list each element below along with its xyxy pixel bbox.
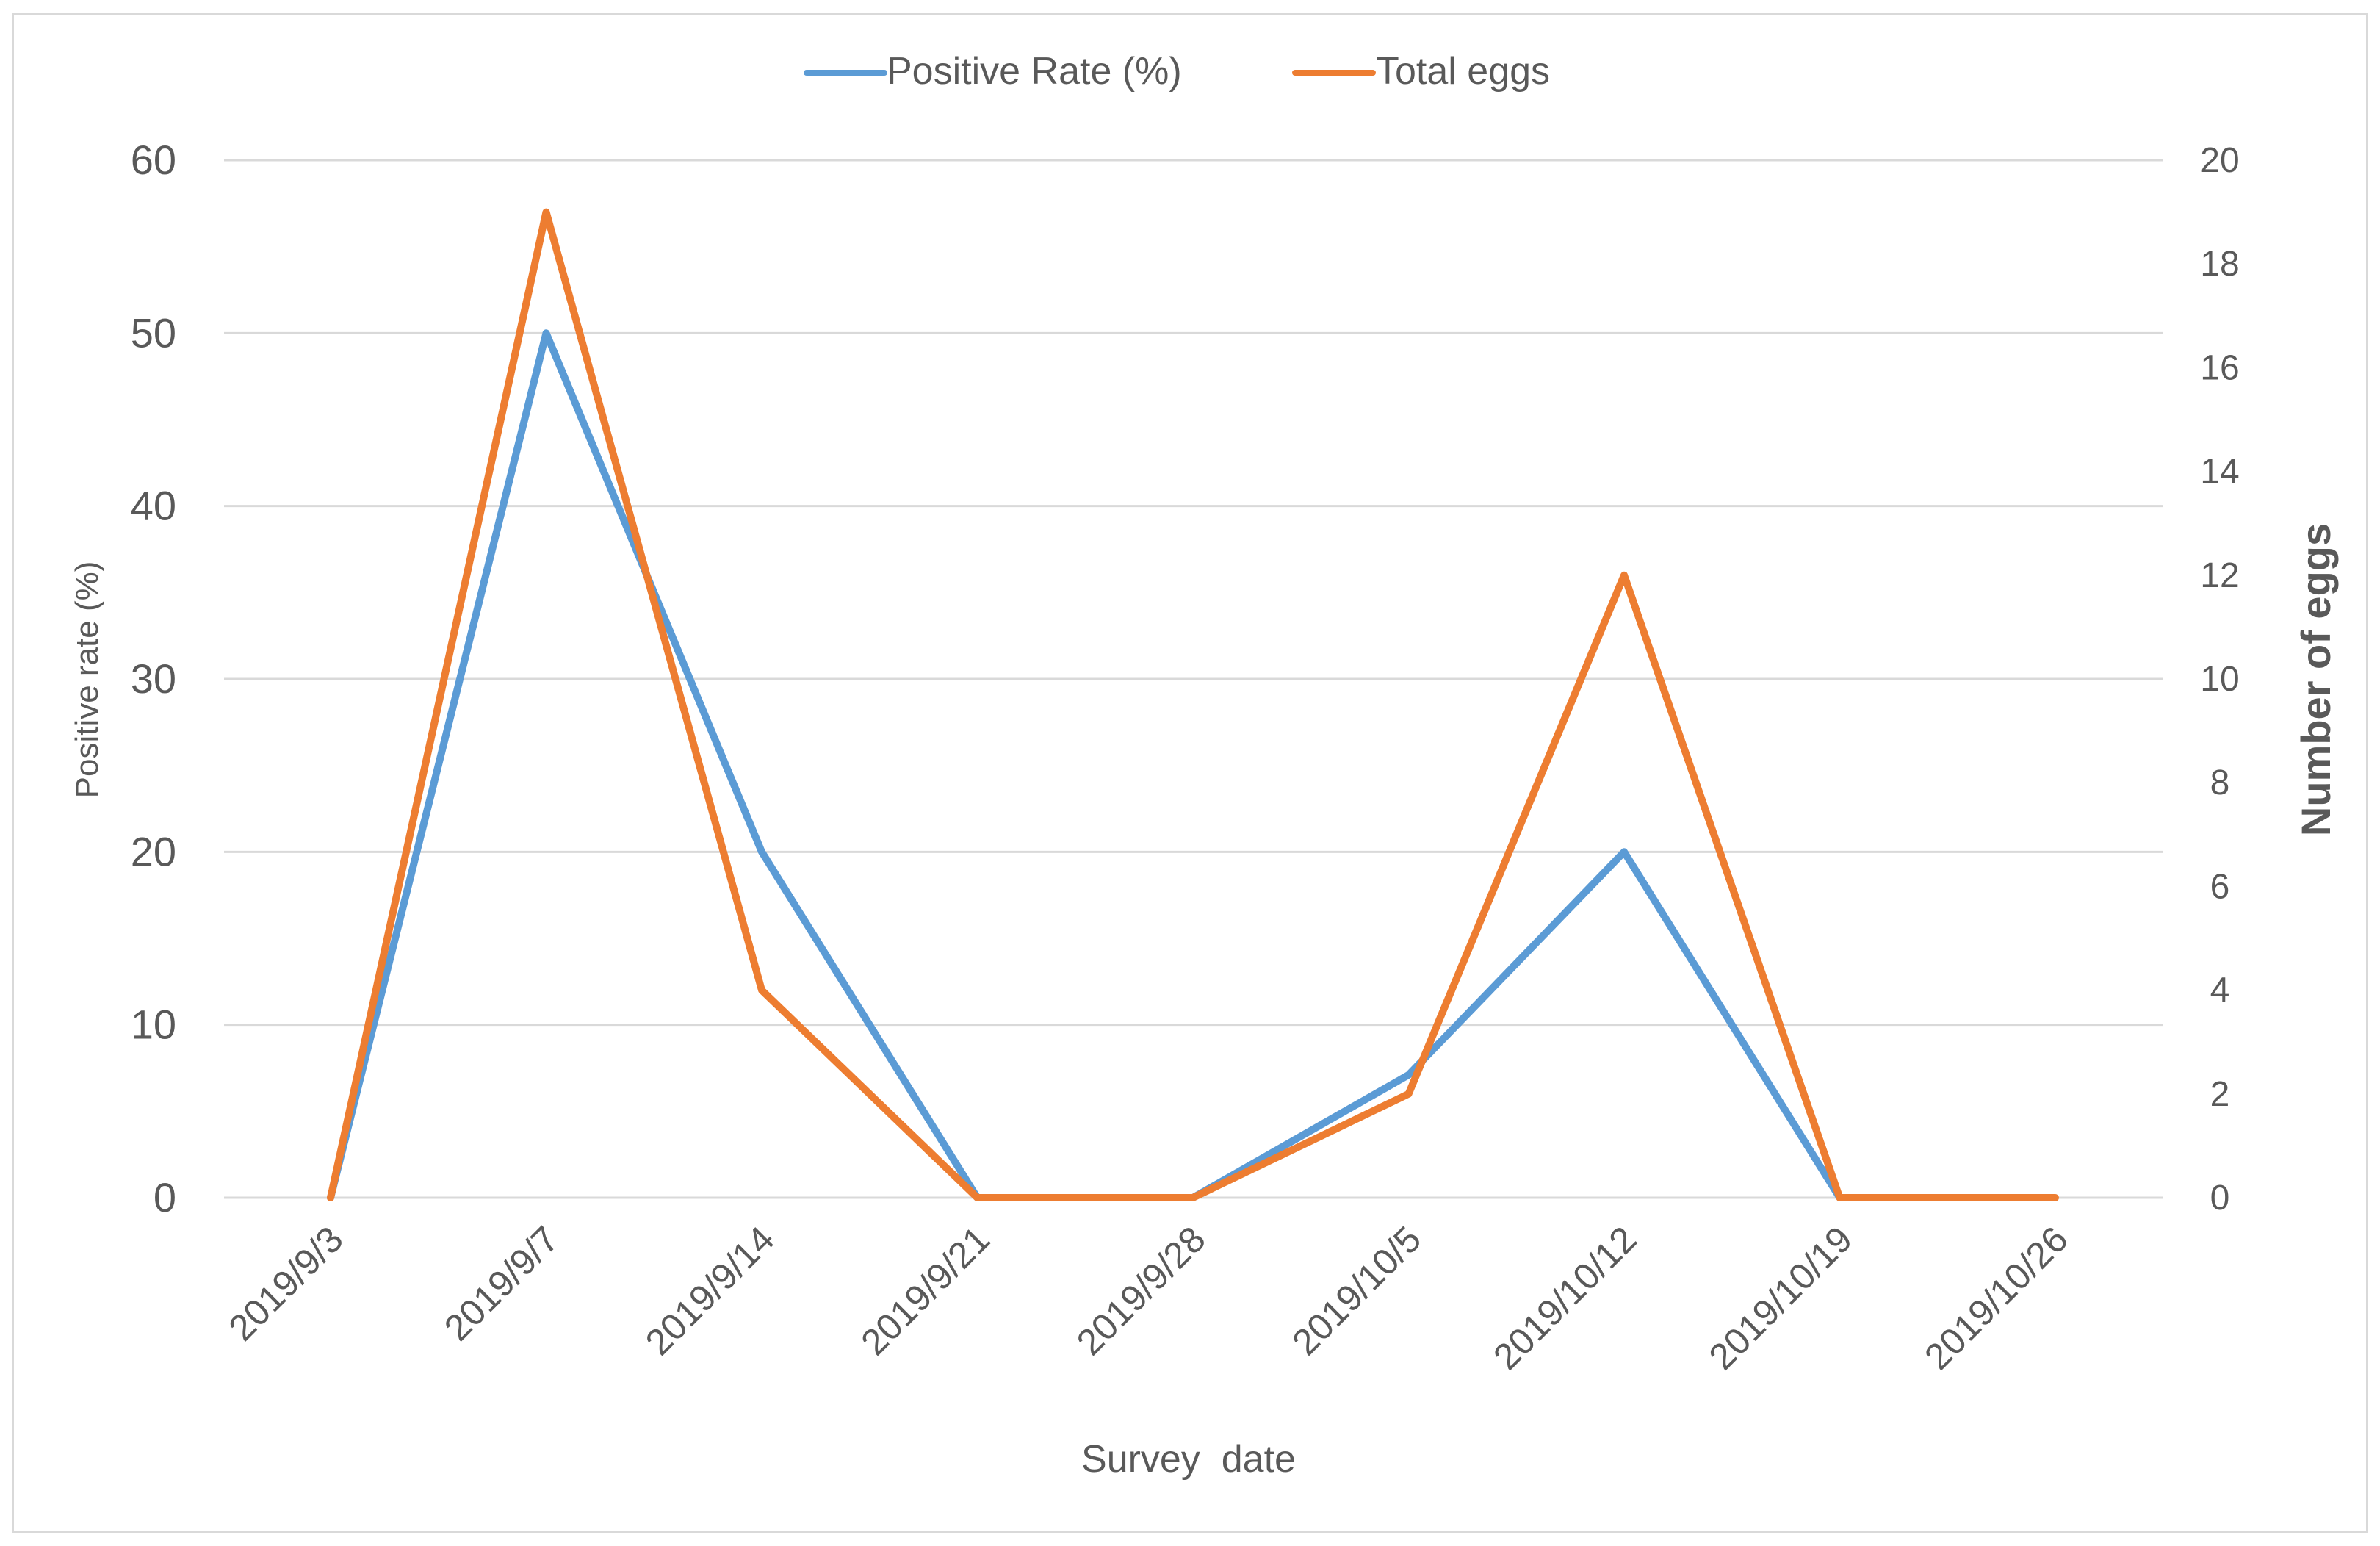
series-line-positive-rate: [327, 329, 1844, 1201]
right-tick-label: 12: [2200, 556, 2239, 595]
right-tick-label: 14: [2200, 453, 2239, 492]
left-tick-label: 0: [154, 1174, 176, 1220]
x-tick-label: 2019/9/14: [638, 1218, 782, 1363]
right-tick-label: 6: [2210, 867, 2230, 906]
x-tick-label: 2019/9/3: [221, 1218, 351, 1348]
left-tick-label: 40: [131, 483, 176, 529]
series: [327, 208, 2059, 1201]
right-tick-label: 8: [2210, 763, 2230, 802]
chart-frame: [12, 13, 2368, 1533]
left-axis-title: Positive rate (%): [69, 561, 105, 799]
legend-label-total-eggs: Total eggs: [1376, 50, 1550, 93]
right-tick-label: 18: [2200, 245, 2239, 284]
gridlines: [224, 159, 2163, 1199]
left-tick-label: 60: [131, 137, 176, 183]
x-axis-title: Survey date: [1081, 1438, 1296, 1481]
right-axis-title: Number of eggs: [2293, 523, 2339, 836]
right-tick-label: 0: [2210, 1179, 2230, 1218]
left-tick-label: 20: [131, 828, 176, 874]
right-tick-label: 4: [2210, 971, 2230, 1010]
x-tick-label: 2019/10/12: [1485, 1218, 1645, 1378]
left-tick-label: 30: [131, 655, 176, 702]
right-axis-ticks: 0 2 4 6 8 10 12 14 16 18 20: [2200, 141, 2239, 1218]
x-tick-label: 2019/9/28: [1069, 1218, 1214, 1363]
right-tick-label: 10: [2200, 660, 2239, 699]
x-axis-ticks: 2019/9/3 2019/9/7 2019/9/14 2019/9/21 2019/9…: [221, 1218, 2076, 1378]
legend: Positive Rate (%) Total eggs: [804, 50, 1550, 93]
x-tick-label: 2019/10/5: [1284, 1218, 1429, 1363]
left-tick-label: 50: [131, 309, 176, 356]
right-tick-label: 2: [2210, 1075, 2230, 1114]
x-tick-label: 2019/9/7: [436, 1218, 566, 1348]
x-tick-label: 2019/9/21: [853, 1218, 998, 1363]
left-axis-ticks: 0 10 20 30 40 50 60: [131, 137, 176, 1220]
x-tick-label: 2019/10/19: [1701, 1218, 1861, 1378]
legend-label-positive-rate: Positive Rate (%): [887, 50, 1182, 93]
right-tick-label: 16: [2200, 348, 2239, 387]
x-tick-label: 2019/10/26: [1916, 1218, 2076, 1378]
right-tick-label: 20: [2200, 141, 2239, 180]
left-tick-label: 10: [131, 1002, 176, 1048]
series-line-total-eggs: [327, 208, 2059, 1201]
